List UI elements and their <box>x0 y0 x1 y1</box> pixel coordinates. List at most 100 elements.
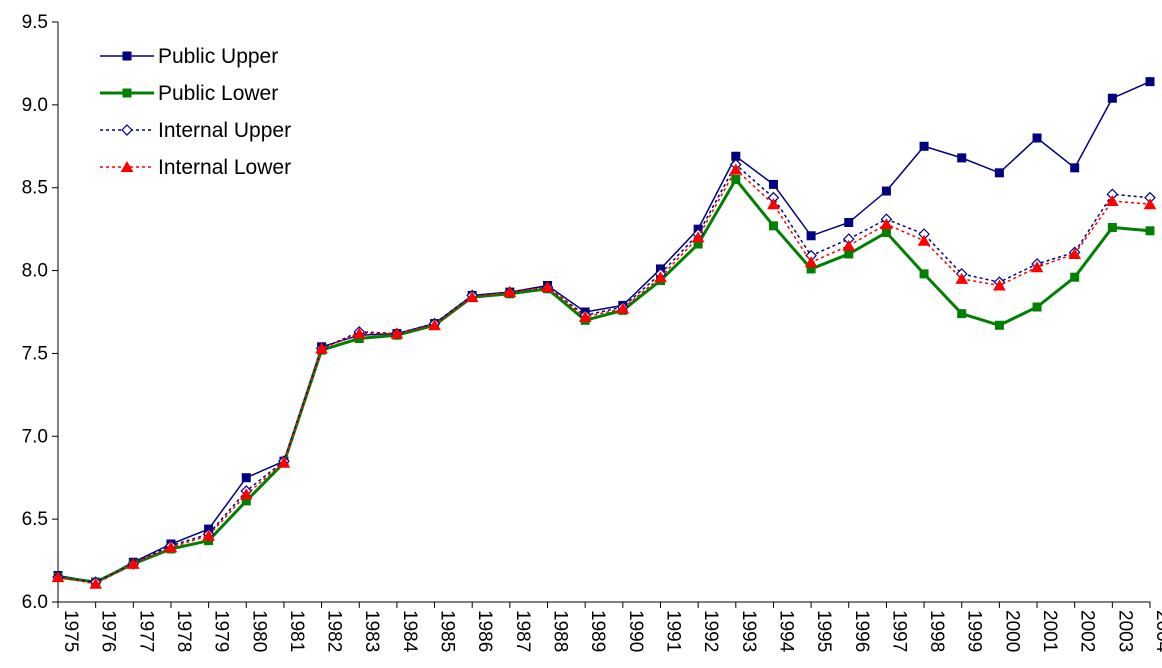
data-point-public-lower <box>881 227 891 237</box>
data-point-internal-lower <box>390 327 404 339</box>
data-point-public-upper <box>881 186 891 196</box>
data-point-public-lower <box>1032 302 1042 312</box>
y-tick-label: 7.5 <box>22 343 48 364</box>
data-point-public-upper <box>241 473 251 483</box>
series-line-public-lower <box>57 176 1151 584</box>
y-tick-label: 6.5 <box>22 509 48 530</box>
data-point-public-upper <box>919 141 929 151</box>
legend-marker-public-upper <box>122 51 132 61</box>
data-point-internal-lower <box>503 286 517 298</box>
x-tick-label: 1981 <box>286 610 307 652</box>
data-point-internal-lower <box>202 529 215 541</box>
x-tick-label: 2004 <box>1152 610 1162 653</box>
x-axis-ticks: 1975 1976 1977 1978 1979 1980 1981 1982 1983 1984… <box>57 602 1162 653</box>
series-line-internal-upper <box>57 163 1151 583</box>
x-tick-label: 1984 <box>399 610 420 653</box>
legend-marker-public-lower <box>122 88 132 98</box>
x-tick-label: 1990 <box>625 610 646 652</box>
y-tick-label: 7.0 <box>22 426 48 447</box>
x-tick-label: 1977 <box>135 610 156 652</box>
legend-label-public-upper: Public Upper <box>158 45 278 68</box>
legend-label-internal-upper: Internal Upper <box>158 119 291 142</box>
series-public-upper <box>53 77 1155 587</box>
data-point-public-lower <box>1145 226 1155 236</box>
x-tick-label: 1987 <box>512 610 533 652</box>
x-tick-label: 1979 <box>211 610 232 652</box>
data-point-internal-lower <box>955 272 969 284</box>
x-tick-label: 1976 <box>98 610 119 652</box>
y-axis-ticks: 6.0 6.5 7.0 7.5 8.0 8.5 9.0 9.5 <box>22 12 58 613</box>
data-point-public-lower <box>919 269 929 279</box>
data-point-public-upper <box>844 218 854 228</box>
x-tick-label: 1997 <box>888 610 909 652</box>
series-layer <box>51 77 1157 589</box>
data-point-internal-lower <box>541 281 554 293</box>
data-point-internal-lower <box>880 218 893 230</box>
x-tick-label: 1985 <box>437 610 458 652</box>
series-line-public-upper <box>57 80 1151 583</box>
data-point-internal-lower <box>239 488 253 500</box>
data-point-internal-lower <box>428 319 441 331</box>
data-point-internal-lower <box>1143 198 1157 210</box>
x-tick-label: 1975 <box>60 610 81 652</box>
data-point-internal-lower <box>804 256 818 268</box>
data-point-public-upper <box>768 179 778 189</box>
y-tick-label: 8.5 <box>22 178 48 199</box>
x-tick-label: 1988 <box>550 610 571 652</box>
x-tick-label: 1978 <box>173 610 194 652</box>
data-point-internal-lower <box>729 163 743 175</box>
data-point-internal-lower <box>616 302 630 314</box>
data-point-internal-lower <box>51 571 65 583</box>
data-point-public-upper <box>806 231 816 241</box>
y-tick-label: 8.0 <box>22 261 48 282</box>
y-tick-label: 9.0 <box>22 95 48 116</box>
x-tick-label: 1994 <box>775 610 796 653</box>
legend: Public Upper Public Lower Internal Upper In… <box>100 45 291 179</box>
series-internal-lower <box>51 163 1157 589</box>
series-internal-upper <box>52 158 1156 588</box>
data-point-public-lower <box>1107 222 1117 232</box>
x-tick-label: 1999 <box>964 610 985 652</box>
x-tick-label: 1991 <box>662 610 683 652</box>
data-point-public-upper <box>1070 163 1080 173</box>
x-tick-label: 1983 <box>361 610 382 652</box>
x-tick-label: 1986 <box>474 610 495 652</box>
data-point-internal-lower <box>352 327 366 339</box>
data-point-public-upper <box>1107 93 1117 103</box>
x-tick-label: 1980 <box>248 610 269 652</box>
data-point-public-upper <box>994 168 1004 178</box>
legend-label-public-lower: Public Lower <box>158 82 278 105</box>
data-point-public-upper <box>957 153 967 163</box>
data-point-internal-lower <box>315 342 328 354</box>
data-point-internal-lower <box>917 234 931 246</box>
data-point-public-lower <box>1070 272 1080 282</box>
legend-marker-internal-upper <box>121 124 133 136</box>
data-point-internal-lower <box>1068 248 1082 259</box>
data-point-public-lower <box>957 309 967 319</box>
x-tick-label: 2003 <box>1114 610 1135 652</box>
data-point-internal-lower <box>993 279 1006 291</box>
data-point-internal-lower <box>277 456 291 468</box>
y-tick-label: 9.5 <box>22 12 48 33</box>
data-point-public-lower <box>994 320 1004 330</box>
data-point-internal-lower <box>691 231 705 243</box>
x-tick-label: 1993 <box>738 610 759 652</box>
data-point-public-lower <box>731 174 741 184</box>
legend-marker-internal-lower <box>120 161 134 172</box>
data-point-internal-lower <box>767 198 780 210</box>
x-tick-label: 1982 <box>324 610 345 652</box>
x-tick-label: 1989 <box>587 610 608 652</box>
data-point-internal-lower <box>578 310 592 322</box>
data-point-internal-lower <box>1030 261 1044 273</box>
data-point-internal-lower <box>126 557 140 569</box>
data-point-internal-lower <box>842 239 856 251</box>
data-point-public-upper <box>1145 77 1155 87</box>
legend-label-internal-lower: Internal Lower <box>158 156 291 179</box>
data-point-public-lower <box>844 249 854 259</box>
x-tick-label: 1996 <box>851 610 872 652</box>
data-point-public-upper <box>1032 133 1042 143</box>
x-tick-label: 2001 <box>1039 610 1060 652</box>
data-point-internal-lower <box>1105 194 1119 206</box>
